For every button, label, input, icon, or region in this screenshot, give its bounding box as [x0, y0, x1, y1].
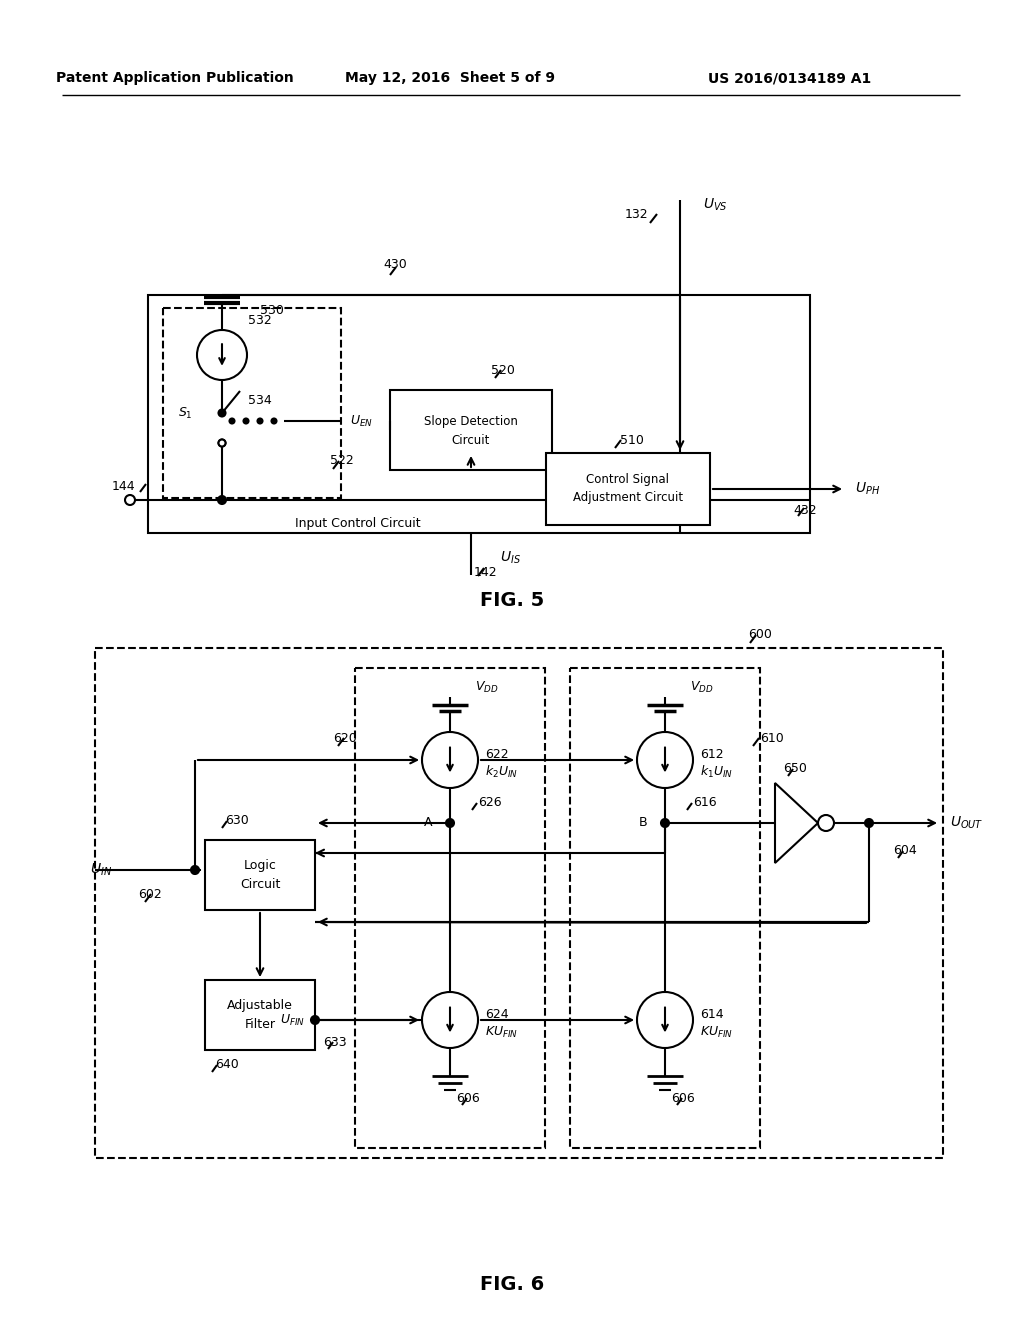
Bar: [546, 453, 710, 525]
Circle shape: [446, 818, 454, 828]
Circle shape: [257, 418, 262, 424]
Text: 600: 600: [749, 628, 772, 642]
Text: B: B: [639, 817, 647, 829]
Text: 610: 610: [760, 731, 783, 744]
Bar: [95, 648, 943, 1158]
Text: $V_{DD}$: $V_{DD}$: [475, 680, 499, 694]
Text: $k_2U_{IN}$: $k_2U_{IN}$: [485, 764, 518, 780]
Bar: [205, 979, 315, 1049]
Circle shape: [218, 409, 225, 417]
Circle shape: [422, 993, 478, 1048]
Circle shape: [218, 440, 225, 446]
Circle shape: [271, 418, 276, 424]
Text: 622: 622: [485, 748, 509, 762]
Text: $U_{IS}$: $U_{IS}$: [500, 550, 520, 566]
Text: $V_{DD}$: $V_{DD}$: [690, 680, 714, 694]
Text: Logic: Logic: [244, 859, 276, 873]
Text: $U_{OUT}$: $U_{OUT}$: [950, 814, 983, 832]
Text: 430: 430: [383, 259, 407, 272]
Text: $U_{PH}$: $U_{PH}$: [855, 480, 880, 498]
Text: 614: 614: [700, 1008, 724, 1022]
Text: FIG. 5: FIG. 5: [480, 590, 544, 610]
Circle shape: [637, 733, 693, 788]
Text: Filter: Filter: [245, 1018, 275, 1031]
Text: 616: 616: [693, 796, 717, 809]
Polygon shape: [775, 783, 818, 863]
Circle shape: [865, 818, 873, 828]
Text: Circuit: Circuit: [240, 878, 281, 891]
Text: $KU_{FIN}$: $KU_{FIN}$: [485, 1024, 518, 1040]
Bar: [163, 308, 341, 498]
Text: 604: 604: [893, 845, 916, 858]
Text: 606: 606: [456, 1092, 480, 1105]
Text: 602: 602: [138, 888, 162, 902]
Circle shape: [229, 418, 234, 424]
Text: 620: 620: [333, 731, 357, 744]
Text: 640: 640: [215, 1059, 239, 1072]
Text: 534: 534: [248, 393, 271, 407]
Text: FIG. 6: FIG. 6: [480, 1275, 544, 1295]
Text: 532: 532: [248, 314, 271, 326]
Text: May 12, 2016  Sheet 5 of 9: May 12, 2016 Sheet 5 of 9: [345, 71, 555, 84]
Circle shape: [244, 418, 249, 424]
Text: US 2016/0134189 A1: US 2016/0134189 A1: [709, 71, 871, 84]
Text: Control Signal: Control Signal: [587, 474, 670, 487]
Text: Circuit: Circuit: [452, 433, 490, 446]
Text: Slope Detection: Slope Detection: [424, 416, 518, 429]
Text: Input Control Circuit: Input Control Circuit: [295, 517, 421, 531]
Bar: [205, 840, 315, 909]
Circle shape: [818, 814, 834, 832]
Text: A: A: [424, 817, 432, 829]
Text: 432: 432: [794, 503, 817, 516]
Text: $U_{FIN}$: $U_{FIN}$: [280, 1012, 305, 1027]
Bar: [390, 389, 552, 470]
Text: 144: 144: [112, 479, 135, 492]
Circle shape: [637, 993, 693, 1048]
Circle shape: [218, 440, 225, 446]
Circle shape: [662, 818, 669, 828]
Text: $U_{IN}$: $U_{IN}$: [90, 862, 112, 878]
Text: Adjustable: Adjustable: [227, 999, 293, 1012]
Circle shape: [191, 866, 199, 874]
Text: Adjustment Circuit: Adjustment Circuit: [573, 491, 683, 504]
Text: 624: 624: [485, 1008, 509, 1022]
Text: $S_1$: $S_1$: [178, 405, 193, 421]
Text: 520: 520: [492, 363, 515, 376]
Text: Patent Application Publication: Patent Application Publication: [56, 71, 294, 84]
Text: 522: 522: [330, 454, 354, 467]
Text: $U_{VS}$: $U_{VS}$: [703, 197, 728, 214]
Circle shape: [125, 495, 135, 506]
Circle shape: [311, 1016, 319, 1024]
Text: 132: 132: [625, 209, 648, 222]
Text: 530: 530: [260, 304, 284, 317]
Text: 650: 650: [783, 762, 807, 775]
Circle shape: [218, 496, 226, 504]
Text: 510: 510: [620, 433, 644, 446]
Text: $KU_{FIN}$: $KU_{FIN}$: [700, 1024, 733, 1040]
Bar: [570, 668, 760, 1148]
Circle shape: [422, 733, 478, 788]
Text: 633: 633: [324, 1035, 347, 1048]
Text: 606: 606: [671, 1092, 695, 1105]
Text: 630: 630: [225, 813, 249, 826]
Text: 142: 142: [473, 565, 497, 578]
Bar: [148, 294, 810, 533]
Circle shape: [197, 330, 247, 380]
Text: 626: 626: [478, 796, 502, 809]
Text: $k_1U_{IN}$: $k_1U_{IN}$: [700, 764, 733, 780]
Text: $U_{EN}$: $U_{EN}$: [350, 413, 373, 429]
Text: 612: 612: [700, 748, 724, 762]
Bar: [355, 668, 545, 1148]
